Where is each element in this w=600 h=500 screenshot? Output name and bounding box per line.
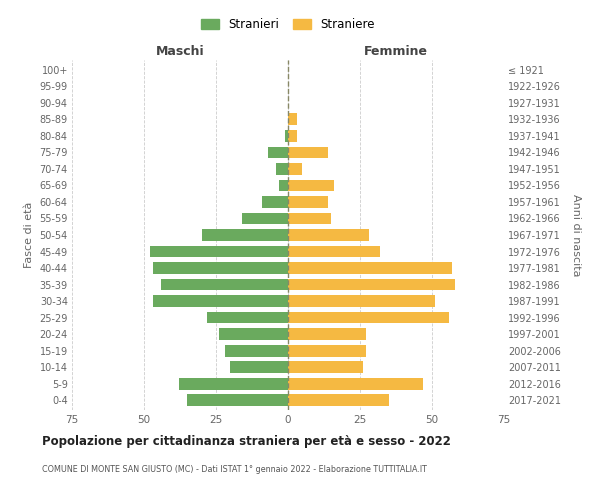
- Text: Maschi: Maschi: [155, 46, 205, 59]
- Bar: [288, 114, 296, 126]
- Bar: [288, 262, 452, 274]
- Y-axis label: Fasce di età: Fasce di età: [24, 202, 34, 268]
- Bar: [224, 344, 288, 356]
- Bar: [288, 278, 455, 290]
- Bar: [179, 378, 288, 390]
- Bar: [288, 295, 435, 307]
- Text: COMUNE DI MONTE SAN GIUSTO (MC) - Dati ISTAT 1° gennaio 2022 - Elaborazione TUTT: COMUNE DI MONTE SAN GIUSTO (MC) - Dati I…: [42, 465, 427, 474]
- Bar: [230, 361, 288, 373]
- Bar: [288, 196, 328, 208]
- Bar: [288, 361, 363, 373]
- Text: Popolazione per cittadinanza straniera per età e sesso - 2022: Popolazione per cittadinanza straniera p…: [42, 435, 451, 448]
- Bar: [288, 212, 331, 224]
- Bar: [187, 394, 288, 406]
- Bar: [150, 246, 288, 258]
- Bar: [208, 312, 288, 324]
- Bar: [288, 312, 449, 324]
- Bar: [288, 229, 368, 241]
- Bar: [288, 130, 296, 142]
- Y-axis label: Anni di nascita: Anni di nascita: [571, 194, 581, 276]
- Bar: [152, 262, 288, 274]
- Bar: [288, 180, 334, 192]
- Bar: [268, 146, 288, 158]
- Bar: [242, 212, 288, 224]
- Bar: [262, 196, 288, 208]
- Bar: [277, 163, 288, 175]
- Bar: [161, 278, 288, 290]
- Bar: [288, 344, 366, 356]
- Bar: [280, 180, 288, 192]
- Bar: [288, 328, 366, 340]
- Bar: [202, 229, 288, 241]
- Bar: [288, 394, 389, 406]
- Bar: [288, 378, 424, 390]
- Bar: [219, 328, 288, 340]
- Bar: [288, 146, 328, 158]
- Bar: [288, 163, 302, 175]
- Bar: [288, 246, 380, 258]
- Bar: [285, 130, 288, 142]
- Legend: Stranieri, Straniere: Stranieri, Straniere: [196, 14, 380, 36]
- Bar: [152, 295, 288, 307]
- Text: Femmine: Femmine: [364, 46, 428, 59]
